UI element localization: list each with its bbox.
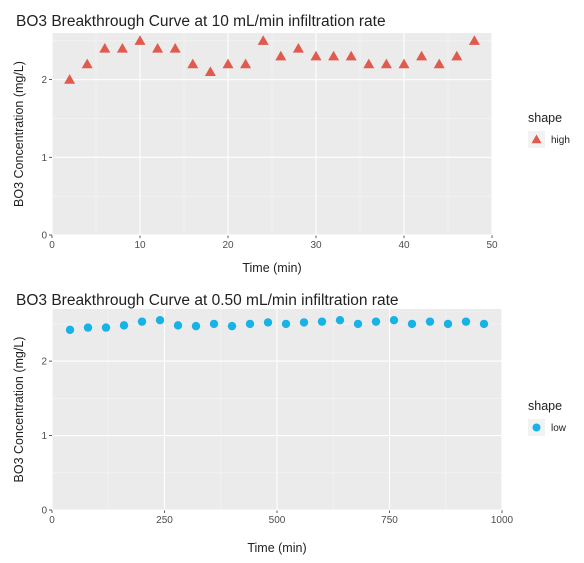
data-point: [99, 43, 111, 53]
data-point: [353, 319, 363, 329]
x-tick-label: 30: [310, 240, 322, 251]
data-point: [64, 74, 76, 84]
data-point: [380, 58, 392, 69]
y-tick-label: 0: [41, 506, 47, 517]
data-point: [479, 319, 489, 329]
data-point: [335, 315, 345, 325]
data-point: [187, 58, 199, 69]
data-point: [116, 43, 128, 53]
y-axis-title: BO3 Concentration (mg/L): [12, 61, 26, 207]
x-tick-label: 750: [381, 515, 398, 526]
data-point: [119, 321, 129, 330]
data-point: [101, 323, 111, 332]
data-point: [222, 58, 234, 69]
data-point: [83, 323, 93, 332]
data-point: [299, 318, 309, 327]
legend-marker: [531, 134, 542, 144]
data-point: [152, 43, 164, 53]
legend-label: low: [551, 423, 567, 434]
legend-title: shape: [528, 399, 562, 413]
y-axis-title: BO3 Concentration (mg/L): [12, 337, 26, 483]
x-tick-label: 1000: [491, 515, 514, 526]
x-axis-title: Time (min): [247, 541, 306, 555]
data-point: [134, 35, 146, 45]
x-tick-label: 0: [49, 515, 55, 526]
data-point: [173, 321, 183, 330]
x-tick-label: 500: [269, 515, 286, 526]
data-point: [263, 318, 273, 327]
x-tick-label: 0: [49, 240, 55, 251]
data-point: [257, 35, 269, 45]
data-point: [328, 50, 340, 61]
data-point: [281, 319, 291, 329]
data-point: [245, 319, 255, 329]
data-point: [363, 58, 375, 69]
y-tick-label: 1: [41, 153, 47, 164]
x-tick-label: 10: [134, 240, 146, 251]
chart-title: BO3 Breakthrough Curve at 10 mL/min infi…: [16, 13, 386, 30]
data-point: [292, 43, 304, 53]
data-point: [371, 317, 381, 326]
x-tick-label: 40: [398, 240, 410, 251]
x-tick-label: 50: [486, 240, 498, 251]
legend-title: shape: [528, 111, 562, 125]
chart-1: BO3 Breakthrough Curve at 10 mL/min infi…: [12, 13, 570, 275]
data-point: [407, 319, 417, 329]
data-point: [398, 58, 410, 69]
data-point: [155, 315, 165, 325]
data-point: [389, 315, 399, 325]
y-tick-label: 1: [41, 431, 47, 442]
data-point: [433, 58, 445, 69]
chart-title: BO3 Breakthrough Curve at 0.50 mL/min in…: [16, 292, 399, 309]
data-point: [461, 317, 471, 326]
data-point: [191, 321, 201, 331]
data-point: [204, 66, 216, 76]
legend-label: high: [551, 135, 570, 146]
data-point: [345, 50, 357, 61]
y-tick-label: 2: [41, 75, 47, 86]
y-tick-label: 2: [41, 357, 47, 368]
y-tick-label: 0: [41, 231, 47, 242]
x-tick-label: 250: [156, 515, 173, 526]
data-point: [65, 325, 75, 335]
data-point: [137, 317, 147, 326]
data-point: [468, 35, 480, 45]
data-point: [275, 50, 287, 61]
chart-2: BO3 Breakthrough Curve at 0.50 mL/min in…: [12, 292, 567, 555]
legend-marker: [532, 423, 541, 432]
data-point: [227, 321, 237, 331]
x-tick-label: 20: [222, 240, 234, 251]
data-point: [425, 317, 435, 326]
data-point: [310, 50, 322, 61]
data-point: [209, 319, 219, 329]
data-point: [451, 50, 463, 61]
data-point: [416, 50, 428, 61]
data-point: [443, 319, 453, 329]
data-point: [169, 43, 181, 53]
data-point: [240, 58, 252, 69]
data-point: [81, 58, 93, 69]
data-point: [317, 317, 327, 326]
x-axis-title: Time (min): [242, 261, 301, 275]
